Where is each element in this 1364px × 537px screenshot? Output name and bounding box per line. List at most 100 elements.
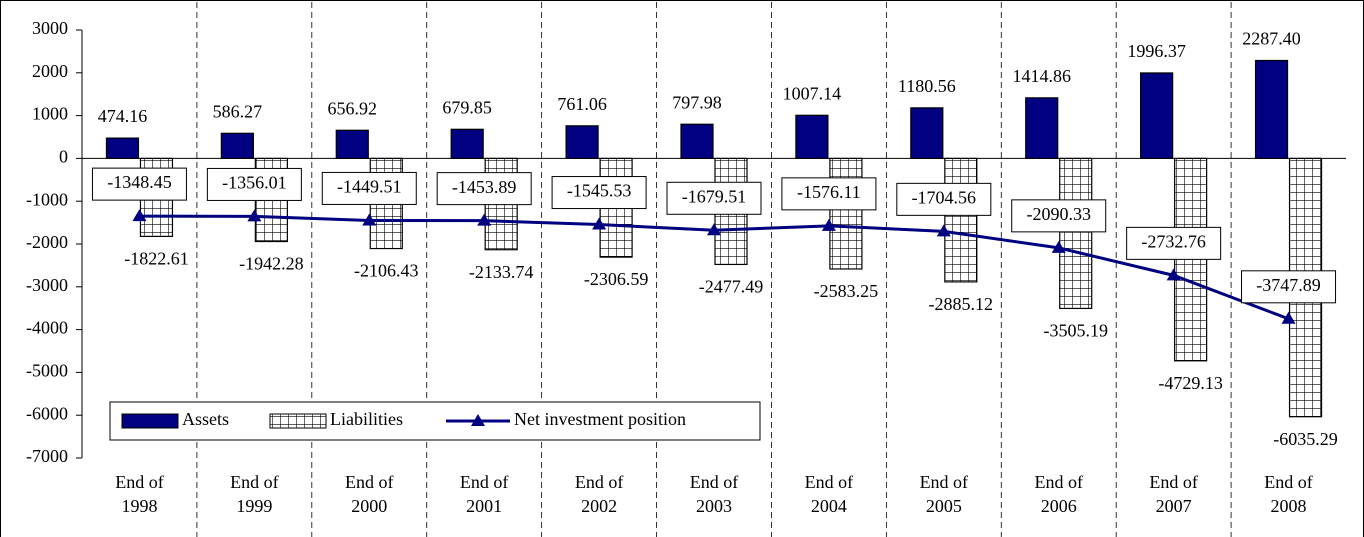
- bar: [1140, 72, 1174, 159]
- data-label: -6035.29: [1273, 429, 1338, 449]
- data-label: 474.16: [98, 106, 148, 126]
- data-label: -1704.56: [912, 187, 977, 207]
- bar: [910, 107, 944, 160]
- y-tick-label: 3000: [32, 18, 68, 38]
- data-label: 1180.56: [898, 76, 956, 96]
- label-box: [896, 182, 992, 216]
- data-label: -2306.59: [584, 269, 649, 289]
- y-tick-label: -2000: [26, 232, 68, 252]
- legend-label: Liabilities: [330, 409, 403, 429]
- data-label: -4729.13: [1158, 373, 1223, 393]
- legend-swatch: [121, 413, 179, 429]
- marker: [1051, 240, 1066, 253]
- bar: [105, 137, 140, 160]
- x-tick-label: End of 2007: [1149, 472, 1198, 516]
- x-tick-label: End of 2004: [804, 472, 854, 516]
- label-box: [436, 172, 532, 206]
- legend-swatch: [269, 413, 327, 429]
- legend-label: Assets: [182, 409, 229, 429]
- legend-box: [109, 401, 761, 441]
- data-label: -2106.43: [354, 261, 419, 281]
- data-label: -2885.12: [929, 294, 994, 314]
- data-label: -1348.45: [107, 172, 172, 192]
- bar: [1059, 157, 1093, 310]
- label-box: [781, 177, 877, 211]
- data-label: 586.27: [213, 101, 263, 121]
- marker: [247, 209, 262, 222]
- y-tick-label: -7000: [26, 446, 68, 466]
- y-tick-label: -6000: [26, 403, 68, 423]
- marker: [1166, 268, 1181, 281]
- label-box: [321, 171, 417, 205]
- marker: [707, 223, 721, 236]
- data-label: 2287.40: [1242, 29, 1301, 49]
- data-label: -1545.53: [567, 181, 632, 201]
- label-box: [551, 176, 647, 210]
- data-label: 656.92: [328, 98, 378, 118]
- bar: [450, 128, 484, 159]
- bar: [829, 157, 863, 270]
- data-label: -1576.11: [797, 182, 861, 202]
- data-label: -1453.89: [452, 177, 517, 197]
- x-tick-label: End of 1998: [115, 472, 164, 516]
- marker: [477, 213, 492, 226]
- data-label: -3505.19: [1043, 321, 1108, 341]
- data-label: 1414.86: [1012, 66, 1071, 86]
- marker: [1281, 311, 1296, 324]
- marker: [821, 218, 836, 231]
- bar: [565, 125, 599, 159]
- bar: [1025, 97, 1059, 160]
- y-tick-label: -5000: [26, 361, 68, 381]
- data-label: -2583.25: [814, 281, 879, 301]
- label-box: [1126, 226, 1222, 260]
- bar: [944, 157, 978, 283]
- data-label: -1356.01: [222, 173, 287, 193]
- marker: [132, 209, 147, 222]
- bar: [220, 132, 254, 160]
- bar: [680, 123, 714, 159]
- y-tick-label: 1000: [32, 104, 68, 124]
- data-label: 1996.37: [1127, 41, 1186, 61]
- data-label: -1942.28: [239, 254, 304, 274]
- x-tick-label: End of 2008: [1264, 472, 1313, 516]
- label-box: [1011, 199, 1107, 233]
- data-label: -2090.33: [1026, 204, 1091, 224]
- legend-marker: [471, 414, 485, 426]
- data-label: 797.98: [672, 92, 722, 112]
- x-tick-label: End of 2005: [919, 472, 969, 516]
- x-tick-label: End of 2001: [459, 472, 509, 516]
- y-tick-label: -3000: [26, 275, 68, 295]
- y-tick-label: -1000: [26, 189, 68, 209]
- label-box: [1241, 270, 1337, 304]
- x-tick-label: End of 2000: [345, 472, 394, 516]
- marker: [592, 217, 607, 230]
- data-label: -2477.49: [699, 277, 764, 297]
- x-tick-label: End of 2006: [1034, 472, 1083, 516]
- label-box: [91, 167, 187, 201]
- y-tick-label: 0: [59, 147, 68, 167]
- data-label: -1679.51: [682, 186, 747, 206]
- bar: [335, 129, 369, 160]
- legend-label: Net investment position: [514, 409, 686, 429]
- bar: [1254, 59, 1289, 159]
- y-tick-label: -4000: [26, 318, 68, 338]
- label-box: [206, 167, 302, 201]
- data-label: 1007.14: [783, 83, 842, 103]
- data-label: 679.85: [442, 97, 492, 117]
- marker: [362, 213, 377, 226]
- data-label: -3747.89: [1256, 275, 1321, 295]
- label-box: [666, 181, 762, 215]
- bar: [795, 114, 829, 160]
- data-label: 761.06: [557, 94, 607, 114]
- y-tick-label: 2000: [32, 61, 68, 81]
- x-tick-label: End of 1999: [230, 472, 279, 516]
- data-label: -2732.76: [1141, 231, 1206, 251]
- data-label: -2133.74: [469, 262, 534, 282]
- marker: [936, 224, 951, 237]
- data-label: -1822.61: [124, 249, 189, 269]
- data-label: -1449.51: [337, 177, 402, 197]
- x-tick-label: End of 2002: [574, 472, 624, 516]
- x-tick-label: End of 2003: [689, 472, 739, 516]
